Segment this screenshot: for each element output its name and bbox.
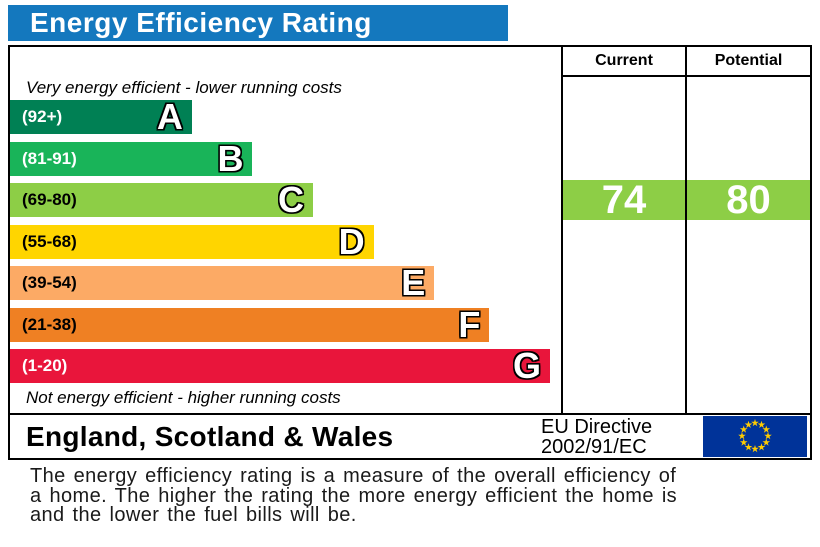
potential-rating-badge: 80 [687, 177, 810, 222]
chart-frame: Current Potential Very energy efficient … [8, 45, 812, 460]
bottom-note: Not energy efficient - higher running co… [26, 388, 341, 407]
region-row: England, Scotland & Wales EU Directive 2… [10, 413, 810, 458]
band-letter: G [512, 345, 541, 386]
band-range-label: (21-38) [22, 314, 77, 334]
column-divider-potential [685, 47, 687, 413]
band-row-f: (21-38) F [10, 303, 561, 345]
band-letter: E [401, 262, 426, 303]
band-letter: D [338, 220, 365, 262]
band-range-label: (69-80) [22, 190, 77, 209]
column-header-potential: Potential [687, 47, 810, 77]
band-bar-f: (21-38) F [10, 303, 490, 345]
current-rating-value: 74 [601, 177, 647, 222]
band-range-label: (81-91) [22, 148, 77, 168]
band-range-label: (1-20) [22, 356, 68, 375]
chart-title-bar: Energy Efficiency Rating [8, 5, 508, 41]
band-bar-c: (69-80) C [10, 179, 314, 220]
band-bar-a: (92+) A [10, 96, 192, 137]
band-letter: F [458, 303, 481, 345]
eu-flag-icon [703, 416, 807, 457]
potential-rating-value: 80 [726, 177, 771, 222]
column-divider-current [561, 47, 563, 413]
band-bar-d: (55-68) D [10, 220, 374, 262]
chart-title: Energy Efficiency Rating [30, 7, 372, 38]
eu-directive: EU Directive 2002/91/EC [541, 417, 703, 457]
description-text: The energy efficiency rating is a measur… [30, 465, 678, 526]
band-bar-g: (1-20) G [10, 345, 550, 386]
band-range-label: (92+) [22, 107, 63, 126]
band-bar-e: (39-54) E [10, 262, 435, 303]
eu-directive-line1: EU Directive [541, 415, 653, 438]
current-rating-badge: 74 [563, 177, 685, 222]
band-row-a: (92+) A [10, 96, 561, 137]
band-row-e: (39-54) E [10, 262, 561, 303]
band-row-b: (81-91) B [10, 137, 561, 179]
band-range-label: (55-68) [22, 231, 77, 251]
band-range-label: (39-54) [22, 273, 77, 292]
band-letter: A [156, 96, 183, 137]
band-row-g: (1-20) G [10, 345, 561, 386]
band-row-d: (55-68) D [10, 220, 561, 262]
eu-directive-line2: 2002/91/EC [541, 435, 647, 458]
chart-area: Current Potential Very energy efficient … [10, 47, 810, 413]
band-letter: B [217, 137, 244, 179]
band-bar-b: (81-91) B [10, 137, 253, 179]
region-label: England, Scotland & Wales [26, 420, 394, 452]
column-header-current: Current [563, 47, 685, 77]
epc-page: Energy Efficiency Rating Current Potenti… [8, 5, 812, 526]
band-row-c: (69-80) C [10, 179, 561, 220]
rating-bands: (92+) A (81-91) B (69-80) C [10, 96, 561, 391]
band-letter: C [278, 179, 305, 220]
top-note: Very energy efficient - lower running co… [26, 78, 342, 97]
